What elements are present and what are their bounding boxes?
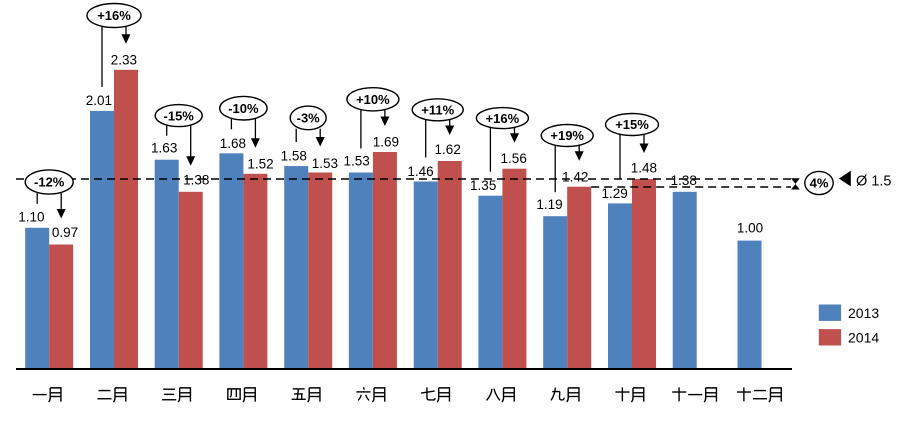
svg-text:1.48: 1.48	[631, 161, 657, 176]
svg-text:-15%: -15%	[164, 108, 195, 123]
svg-text:1.56: 1.56	[501, 151, 527, 166]
svg-text:1.69: 1.69	[373, 134, 399, 149]
svg-text:1.53: 1.53	[343, 154, 369, 169]
svg-text:-12%: -12%	[34, 175, 65, 190]
svg-text:1.29: 1.29	[601, 186, 627, 201]
svg-text:+11%: +11%	[421, 103, 454, 118]
svg-text:-3%: -3%	[297, 111, 321, 126]
svg-text:1.68: 1.68	[220, 136, 246, 151]
svg-text:1.00: 1.00	[737, 221, 763, 236]
svg-text:0.97: 0.97	[52, 225, 78, 240]
svg-text:2013: 2013	[848, 305, 879, 321]
svg-text:+19%: +19%	[550, 128, 584, 143]
svg-text:1.42: 1.42	[562, 170, 588, 185]
svg-text:+16%: +16%	[97, 8, 131, 23]
svg-text:1.62: 1.62	[435, 142, 461, 157]
svg-text:4%: 4%	[810, 176, 829, 191]
svg-text:1.38: 1.38	[183, 173, 209, 188]
svg-text:+15%: +15%	[615, 117, 649, 132]
svg-text:1.52: 1.52	[247, 156, 273, 171]
svg-text:1.53: 1.53	[312, 156, 338, 171]
svg-text:1.63: 1.63	[151, 141, 177, 156]
svg-text:1.58: 1.58	[281, 148, 307, 163]
svg-text:1.38: 1.38	[671, 173, 697, 188]
svg-text:1.19: 1.19	[536, 197, 562, 212]
svg-text:1.35: 1.35	[470, 178, 496, 193]
svg-text:-10%: -10%	[228, 101, 259, 116]
svg-text:+10%: +10%	[356, 92, 390, 107]
svg-text:1.46: 1.46	[407, 164, 433, 179]
svg-text:2.01: 2.01	[86, 93, 112, 108]
svg-text:Ø 1.5: Ø 1.5	[856, 174, 891, 190]
svg-text:2.33: 2.33	[111, 53, 137, 68]
svg-text:1.10: 1.10	[18, 209, 44, 224]
svg-text:2014: 2014	[848, 329, 879, 345]
svg-text:+16%: +16%	[486, 111, 520, 126]
